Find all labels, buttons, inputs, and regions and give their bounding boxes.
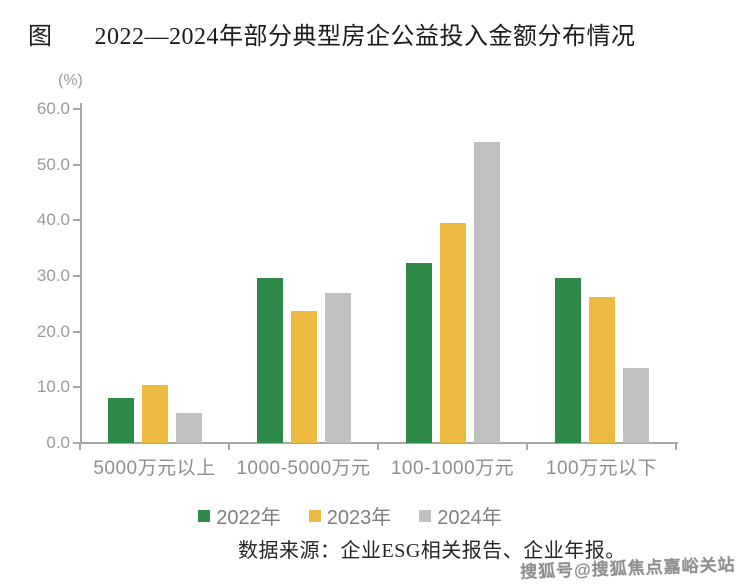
bar-2023年-100-1000万元 — [439, 223, 466, 443]
bar-2022年-1000-5000万元 — [256, 277, 283, 443]
legend-swatch — [198, 509, 211, 522]
y-tick-mark — [73, 219, 80, 222]
y-tick-label: 10.0 — [36, 377, 70, 397]
figure-header: 图 2022—2024年部分典型房企公益投入金额分布情况 — [28, 16, 718, 51]
y-tick-mark — [73, 275, 80, 277]
y-axis — [80, 103, 82, 444]
y-axis-unit-label: (%) — [58, 72, 83, 89]
y-tick-label: 50.0 — [36, 154, 70, 174]
bar-2024年-1000-5000万元 — [324, 292, 351, 443]
legend-swatch — [419, 509, 432, 522]
legend-item-2022年: 2022年 — [198, 501, 281, 530]
bar-2024年-100万元以下 — [622, 368, 649, 443]
legend-label: 2023年 — [326, 507, 392, 529]
legend-item-2024年: 2024年 — [419, 501, 502, 530]
bar-2024年-100-1000万元 — [473, 142, 500, 443]
bar-2023年-5000万元以上 — [141, 385, 168, 443]
bar-2023年-100万元以下 — [588, 296, 615, 443]
figure-label: 图 — [28, 24, 53, 50]
x-tick-mark — [377, 443, 379, 450]
page-title: 2022—2024年部分典型房企公益投入金额分布情况 — [94, 24, 636, 50]
legend-label: 2022年 — [216, 507, 281, 529]
x-tick-mark — [675, 443, 677, 450]
y-tick-label: 0.0 — [46, 433, 70, 452]
y-tick-mark — [73, 442, 80, 444]
y-tick-mark — [73, 108, 80, 110]
x-category-label: 5000万元以上 — [93, 458, 216, 479]
y-tick-mark — [73, 330, 80, 333]
x-category-label: 1000-5000万元 — [236, 458, 371, 479]
bar-2022年-100-1000万元 — [405, 262, 432, 443]
x-axis — [80, 442, 678, 444]
bar-2024年-5000万元以上 — [175, 412, 202, 443]
legend-item-2023年: 2023年 — [308, 501, 392, 530]
chart-legend: 2022年 2023年 2024年 — [0, 501, 700, 530]
y-tick-label: 40.0 — [36, 210, 70, 230]
bar-2022年-5000万元以上 — [107, 397, 134, 443]
bar-2022年-100万元以下 — [554, 277, 581, 443]
y-tick-label: 30.0 — [36, 266, 70, 285]
bar-2023年-1000-5000万元 — [290, 311, 317, 443]
source-text: 数据来源：企业ESG相关报告、企业年报。 — [238, 540, 626, 562]
legend-label: 2024年 — [437, 507, 502, 529]
y-tick-mark — [73, 386, 80, 389]
x-tick-mark — [79, 443, 81, 450]
y-tick-label: 60.0 — [36, 99, 70, 118]
x-category-label: 100万元以下 — [545, 458, 658, 479]
y-tick-label: 20.0 — [36, 321, 70, 341]
x-tick-mark — [228, 443, 230, 450]
legend-swatch — [308, 509, 321, 522]
y-tick-mark — [73, 163, 80, 166]
x-category-label: 100-1000万元 — [390, 458, 515, 479]
x-tick-mark — [526, 443, 528, 450]
